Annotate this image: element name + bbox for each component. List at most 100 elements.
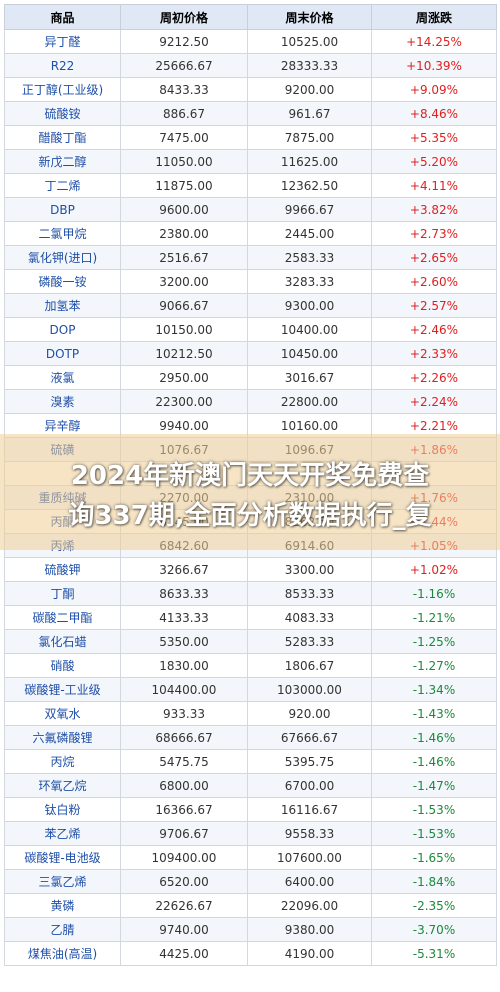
table-row: R22 25666.67 28333.33 +10.39% [4, 53, 497, 78]
table-row: 氯化石蜡 5350.00 5283.33 -1.25% [4, 629, 497, 654]
weekly-change-cell: +3.82% [371, 197, 497, 222]
product-name-cell: 醋酸丁酯 [4, 125, 121, 150]
weekly-change-cell: +2.26% [371, 365, 497, 390]
start-price-cell: 109400.00 [120, 845, 248, 870]
end-price-cell: 3283.33 [247, 269, 372, 294]
product-name-cell: 氯化钾(进口) [4, 245, 121, 270]
start-price-cell: 9066.67 [120, 293, 248, 318]
start-price-cell: 11875.00 [120, 173, 248, 198]
product-name-cell: 六氟磷酸锂 [4, 725, 121, 750]
price-table-container: 商品 周初价格 周末价格 周涨跌 异丁醛 9212.50 10525.00 +14.2… [4, 4, 497, 966]
weekly-change-cell: -2.35% [371, 893, 497, 918]
table-row: 新戊二醇 11050.00 11625.00 +5.20% [4, 149, 497, 174]
start-price-cell: 104400.00 [120, 677, 248, 702]
product-name-cell: 液氯 [4, 365, 121, 390]
end-price-cell: 16116.67 [247, 797, 372, 822]
weekly-change-cell: +1.02% [371, 557, 497, 582]
weekly-change-cell: +8.46% [371, 101, 497, 126]
product-name-cell: 乙腈 [4, 917, 121, 942]
product-name-cell: 异辛醇 [4, 413, 121, 438]
end-price-cell: 4083.33 [247, 605, 372, 630]
start-price-cell: 16366.67 [120, 797, 248, 822]
end-price-cell: 3016.67 [247, 365, 372, 390]
product-name-cell: 黄磷 [4, 893, 121, 918]
weekly-change-cell: +2.24% [371, 389, 497, 414]
end-price-cell: 6700.00 [247, 773, 372, 798]
weekly-change-cell: +5.20% [371, 149, 497, 174]
table-row: 硫酸钾 3266.67 3300.00 +1.02% [4, 557, 497, 582]
product-name-cell: 硫酸铵 [4, 101, 121, 126]
table-row: 苯乙烯 9706.67 9558.33 -1.53% [4, 821, 497, 846]
table-row: 碳酸二甲酯 4133.33 4083.33 -1.21% [4, 605, 497, 630]
start-price-cell: 22626.67 [120, 893, 248, 918]
table-header-row: 商品 周初价格 周末价格 周涨跌 [4, 4, 497, 30]
product-name-cell: 正丁醇(工业级) [4, 77, 121, 102]
weekly-change-cell: +2.73% [371, 221, 497, 246]
start-price-cell: 6520.00 [120, 869, 248, 894]
weekly-change-cell: +2.65% [371, 245, 497, 270]
end-price-cell: 103000.00 [247, 677, 372, 702]
start-price-cell: 933.33 [120, 701, 248, 726]
start-price-cell: 5475.75 [120, 749, 248, 774]
end-price-cell: 2445.00 [247, 221, 372, 246]
table-row: 磷酸一铵 3200.00 3283.33 +2.60% [4, 269, 497, 294]
weekly-change-cell: -1.43% [371, 701, 497, 726]
end-price-cell: 107600.00 [247, 845, 372, 870]
product-name-cell: 氯化石蜡 [4, 629, 121, 654]
product-name-cell: 新戊二醇 [4, 149, 121, 174]
weekly-change-cell: -1.53% [371, 821, 497, 846]
header-end-price: 周末价格 [247, 4, 372, 30]
table-row: 黄磷 22626.67 22096.00 -2.35% [4, 893, 497, 918]
product-name-cell: 苯乙烯 [4, 821, 121, 846]
end-price-cell: 6400.00 [247, 869, 372, 894]
product-name-cell: 硝酸 [4, 653, 121, 678]
start-price-cell: 8433.33 [120, 77, 248, 102]
weekly-change-cell: -1.34% [371, 677, 497, 702]
watermark-text-line1: 2024年新澳门天天开奖免费查 [70, 461, 430, 491]
table-row: 氯化钾(进口) 2516.67 2583.33 +2.65% [4, 245, 497, 270]
table-row: 碳酸锂-工业级 104400.00 103000.00 -1.34% [4, 677, 497, 702]
header-start-price: 周初价格 [120, 4, 248, 30]
product-name-cell: 丙烷 [4, 749, 121, 774]
end-price-cell: 4190.00 [247, 941, 372, 966]
start-price-cell: 886.67 [120, 101, 248, 126]
start-price-cell: 9600.00 [120, 197, 248, 222]
watermark-text-line2: 询337期,全面分析数据执行_复 [68, 501, 432, 531]
table-row: 溴素 22300.00 22800.00 +2.24% [4, 389, 497, 414]
table-row: 硝酸 1830.00 1806.67 -1.27% [4, 653, 497, 678]
weekly-change-cell: -1.16% [371, 581, 497, 606]
product-name-cell: 磷酸一铵 [4, 269, 121, 294]
product-name-cell: 碳酸锂-工业级 [4, 677, 121, 702]
end-price-cell: 5395.75 [247, 749, 372, 774]
product-name-cell: DOTP [4, 341, 121, 366]
table-row: 钛白粉 16366.67 16116.67 -1.53% [4, 797, 497, 822]
table-row: 三氯乙烯 6520.00 6400.00 -1.84% [4, 869, 497, 894]
start-price-cell: 25666.67 [120, 53, 248, 78]
table-body: 异丁醛 9212.50 10525.00 +14.25% R22 25666.67 2833… [4, 29, 497, 966]
product-name-cell: 溴素 [4, 389, 121, 414]
table-row: 丙烷 5475.75 5395.75 -1.46% [4, 749, 497, 774]
table-row: 乙腈 9740.00 9380.00 -3.70% [4, 917, 497, 942]
table-row: 异丁醛 9212.50 10525.00 +14.25% [4, 29, 497, 54]
end-price-cell: 9200.00 [247, 77, 372, 102]
product-name-cell: 加氢苯 [4, 293, 121, 318]
weekly-change-cell: -1.47% [371, 773, 497, 798]
end-price-cell: 10525.00 [247, 29, 372, 54]
product-name-cell: 钛白粉 [4, 797, 121, 822]
start-price-cell: 8633.33 [120, 581, 248, 606]
end-price-cell: 12362.50 [247, 173, 372, 198]
end-price-cell: 1806.67 [247, 653, 372, 678]
header-weekly-change: 周涨跌 [371, 4, 497, 30]
start-price-cell: 7475.00 [120, 125, 248, 150]
start-price-cell: 6800.00 [120, 773, 248, 798]
end-price-cell: 22096.00 [247, 893, 372, 918]
end-price-cell: 961.67 [247, 101, 372, 126]
start-price-cell: 9706.67 [120, 821, 248, 846]
end-price-cell: 7875.00 [247, 125, 372, 150]
table-row: 二氯甲烷 2380.00 2445.00 +2.73% [4, 221, 497, 246]
end-price-cell: 9966.67 [247, 197, 372, 222]
weekly-change-cell: -1.65% [371, 845, 497, 870]
table-row: 双氧水 933.33 920.00 -1.43% [4, 701, 497, 726]
product-name-cell: 硫酸钾 [4, 557, 121, 582]
weekly-change-cell: -5.31% [371, 941, 497, 966]
